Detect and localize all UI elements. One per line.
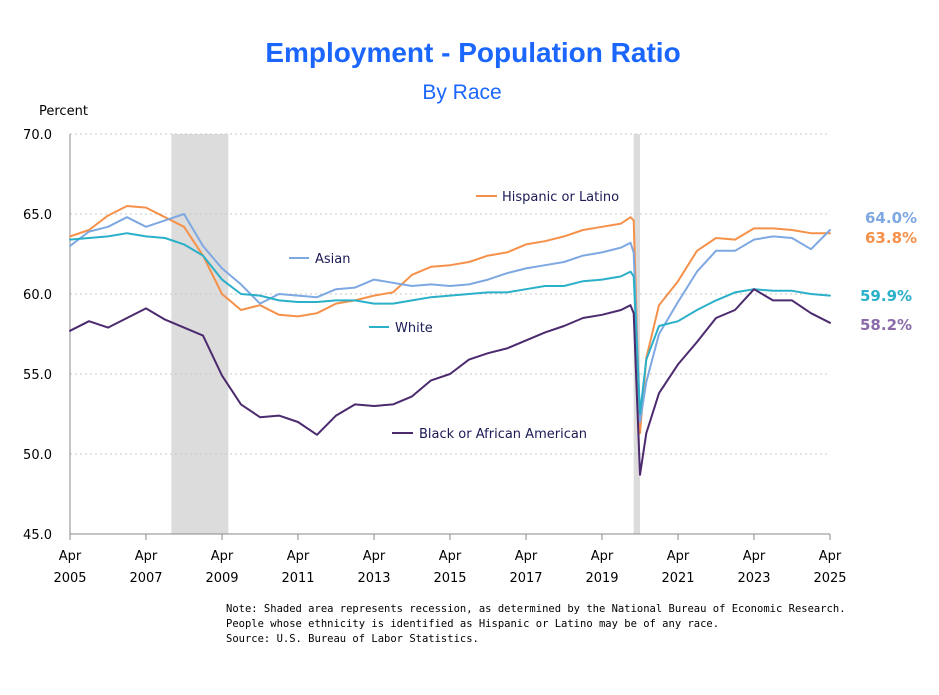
series-line-asian <box>69 213 831 423</box>
series-label-white: White <box>369 321 433 336</box>
series-label-hispanic: Hispanic or Latino <box>476 190 619 205</box>
chart-subtitle: By Race <box>422 81 501 104</box>
note-recession: Note: Shaded area represents recession, … <box>226 603 846 615</box>
y-tick-labels: 70.0 65.0 60.0 55.0 50.0 45.0 <box>23 128 52 543</box>
y-tick-label: 60.0 <box>23 288 52 303</box>
x-tick-year: 2009 <box>205 571 238 586</box>
x-tick-year: 2019 <box>585 571 618 586</box>
series-line-black-or-african-american <box>69 288 831 476</box>
x-tick-year: 2013 <box>357 571 390 586</box>
x-tick-labels: Apr 2005 Apr 2007 Apr 2009 Apr 2011 Apr 2013 Apr 20… <box>53 534 847 586</box>
x-tick-month: Apr <box>363 549 386 564</box>
x-tick-month: Apr <box>287 549 310 564</box>
x-tick-year: 2023 <box>737 571 770 586</box>
end-label-black: 58.2% <box>860 316 912 334</box>
chart-title: Employment - Population Ratio <box>265 37 680 68</box>
y-tick-label: 65.0 <box>23 208 52 223</box>
series-label-asian: Asian <box>289 252 350 267</box>
y-axis-unit-label: Percent <box>39 104 88 119</box>
note-ethnicity: People whose ethnicity is identified as … <box>226 618 719 630</box>
y-tick-label: 70.0 <box>23 128 52 143</box>
y-tick-label: 55.0 <box>23 368 52 383</box>
series-label-black: Black or African American <box>392 427 587 442</box>
x-tick-year: 2017 <box>509 571 542 586</box>
legend-text-asian: Asian <box>315 252 350 267</box>
x-tick-month: Apr <box>515 549 538 564</box>
series-lines <box>69 205 831 476</box>
x-tick-month: Apr <box>819 549 842 564</box>
x-tick-month: Apr <box>135 549 158 564</box>
x-tick-month: Apr <box>211 549 234 564</box>
x-tick-month: Apr <box>439 549 462 564</box>
x-tick-year: 2015 <box>433 571 466 586</box>
legend-text-black: Black or African American <box>419 427 587 442</box>
series-line-white <box>69 232 831 415</box>
x-tick-month: Apr <box>667 549 690 564</box>
end-label-white: 59.9% <box>860 287 912 305</box>
note-source: Source: U.S. Bureau of Labor Statistics. <box>226 633 479 645</box>
x-tick-month: Apr <box>743 549 766 564</box>
x-tick-year: 2011 <box>281 571 314 586</box>
legend-text-white: White <box>395 321 433 336</box>
x-tick-year: 2005 <box>53 571 86 586</box>
x-tick-year: 2007 <box>129 571 162 586</box>
y-tick-label: 45.0 <box>23 528 52 543</box>
x-tick-month: Apr <box>591 549 614 564</box>
end-label-asian: 64.0% <box>865 209 917 227</box>
end-label-hispanic: 63.8% <box>865 229 917 247</box>
x-tick-month: Apr <box>59 549 82 564</box>
legend-text-hispanic: Hispanic or Latino <box>502 190 619 205</box>
x-tick-year: 2021 <box>661 571 694 586</box>
series-line-hispanic-or-latino <box>69 205 831 435</box>
x-tick-year: 2025 <box>813 571 846 586</box>
y-tick-label: 50.0 <box>23 448 52 463</box>
